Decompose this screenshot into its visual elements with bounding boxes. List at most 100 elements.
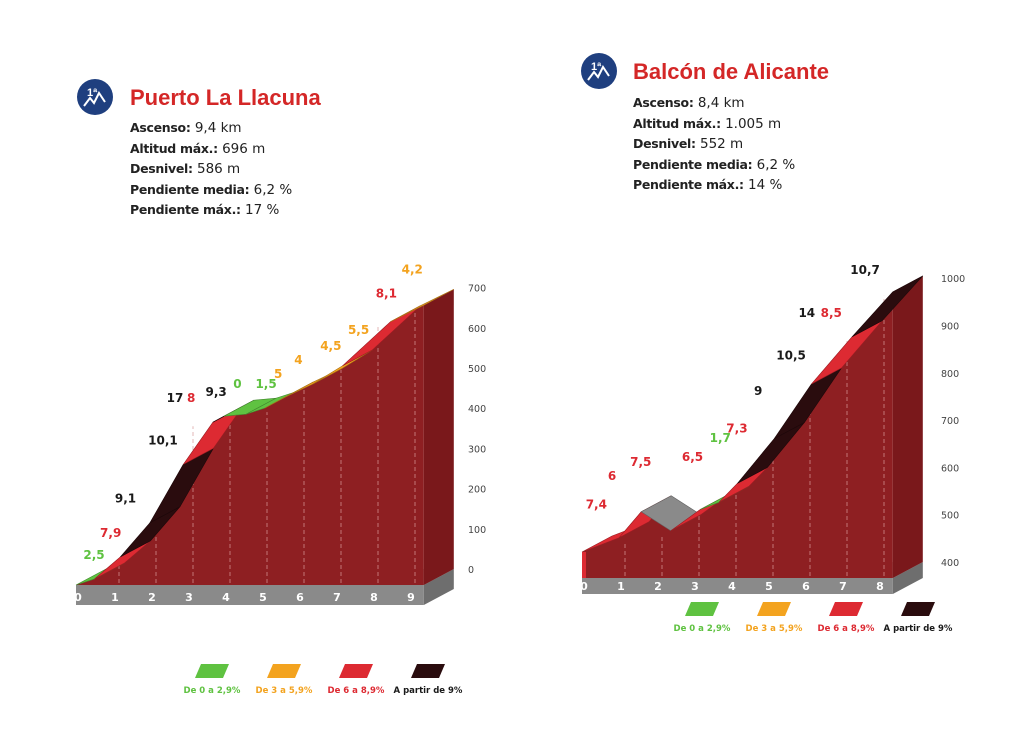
y-tick-label: 100: [468, 525, 486, 536]
slope-label: 2,5: [83, 548, 104, 562]
stat-row: Altitud máx.: 696 m: [130, 139, 292, 160]
slope-label: 0: [233, 377, 241, 391]
y-tick-label: 500: [941, 511, 959, 522]
slope-label: 5,5: [348, 323, 369, 337]
slope-label: 7,3: [726, 422, 747, 436]
x-tick-label: 8: [876, 580, 884, 593]
category-badge-icon: 1ª: [581, 53, 617, 89]
x-tick-label: 9: [407, 591, 415, 604]
stat-row: Desnivel: 586 m: [130, 159, 292, 180]
slope-label: 9,1: [115, 492, 136, 506]
stat-label: Altitud máx.:: [130, 140, 218, 156]
x-tick-label: 7: [839, 580, 847, 593]
stat-row: Pendiente máx.: 17 %: [130, 200, 292, 221]
chart-1: 0 1 2 3 4 5 6 7 8 901002003004005006007002,57,99,…: [74, 263, 486, 696]
legend-swatch: [901, 602, 935, 616]
slope-label: 8: [187, 391, 195, 405]
slope-label: 1,7: [710, 431, 731, 445]
profile-body: [582, 291, 893, 578]
slope-label: 5: [274, 367, 282, 381]
x-tick-label: 5: [765, 580, 773, 593]
slope-label: 6: [608, 469, 616, 483]
stat-value: 6,2 %: [253, 181, 293, 198]
slope-label: 7,4: [586, 497, 607, 511]
stat-row: Ascenso: 9,4 km: [130, 118, 292, 139]
base-front: [76, 585, 424, 605]
stat-value: 586 m: [196, 161, 241, 177]
slope-segment: [851, 275, 924, 338]
base-front: [582, 578, 893, 594]
slope-label: 1,5: [255, 377, 276, 391]
stat-label: Ascenso:: [633, 95, 694, 110]
stat-label: Pendiente máx.:: [130, 202, 241, 217]
profile-side: [423, 289, 454, 585]
x-tick-label: 7: [333, 591, 341, 604]
slope-label: 9,3: [206, 385, 227, 399]
legend-swatch: [339, 664, 373, 678]
stat-label: Altitud máx.:: [633, 115, 721, 131]
slope-label: 8,1: [376, 287, 397, 301]
stat-label: Pendiente media:: [633, 156, 753, 172]
x-tick-label: 8: [370, 591, 378, 604]
x-tick-label: 0: [74, 591, 82, 604]
profile-side: [892, 275, 923, 578]
stat-label: Desnivel:: [633, 136, 696, 151]
stat-row: Altitud máx.: 1.005 m: [633, 114, 795, 135]
stat-row: Pendiente media: 6,2 %: [633, 155, 795, 176]
stat-value: 14 %: [748, 177, 783, 193]
x-tick-label: 6: [296, 591, 304, 604]
x-tick-label: 2: [654, 580, 662, 593]
x-tick-label: 5: [259, 591, 267, 604]
y-tick-label: 300: [468, 444, 486, 455]
slope-label: 10,1: [148, 433, 178, 447]
stat-value: 9,4 km: [194, 120, 242, 136]
slope-label: 7,5: [630, 455, 651, 469]
legend-swatch: [685, 602, 719, 616]
legend-label: A partir de 9%: [884, 624, 953, 634]
legend-swatch: [757, 602, 791, 616]
y-tick-label: 600: [941, 463, 959, 474]
y-tick-label: 1000: [941, 274, 965, 285]
slope-label: 14: [798, 306, 815, 320]
legend-swatch: [195, 664, 229, 678]
badge-text: 1ª: [591, 61, 602, 73]
x-tick-label: 3: [185, 591, 193, 604]
y-tick-label: 400: [941, 558, 959, 569]
slope-label: 4,5: [320, 339, 341, 353]
stat-row: Pendiente media: 6,2 %: [130, 180, 292, 201]
legend-label: De 3 a 5,9%: [256, 686, 313, 696]
x-tick-label: 2: [148, 591, 156, 604]
climb-stats: Ascenso: 8,4 km Altitud máx.: 1.005 m De…: [633, 93, 795, 196]
stat-value: 6,2 %: [756, 156, 796, 173]
y-tick-label: 800: [941, 369, 959, 380]
slope-label: 6,5: [682, 450, 703, 464]
legend-swatch: [267, 664, 301, 678]
y-tick-label: 600: [468, 324, 486, 335]
y-tick-label: 400: [468, 404, 486, 415]
y-tick-label: 500: [468, 364, 486, 375]
slope-label: 8,5: [821, 306, 842, 320]
climb-title: Balcón de Alicante: [633, 59, 830, 84]
slope-label: 10,7: [850, 263, 880, 277]
stat-value: 17 %: [245, 202, 280, 218]
stat-label: Desnivel:: [130, 161, 193, 176]
x-tick-label: 0: [580, 580, 588, 593]
legend-label: De 3 a 5,9%: [746, 624, 803, 634]
y-tick-label: 700: [468, 284, 486, 295]
base-side: [423, 569, 454, 605]
legend-label: De 6 a 8,9%: [818, 624, 875, 634]
stat-label: Pendiente media:: [130, 181, 250, 197]
legend-label: De 6 a 8,9%: [328, 686, 385, 696]
legend-swatch: [829, 602, 863, 616]
x-tick-label: 3: [691, 580, 699, 593]
x-tick-label: 6: [802, 580, 810, 593]
slope-label: 9: [754, 384, 762, 398]
x-tick-label: 1: [111, 591, 119, 604]
badge-text: 1ª: [87, 87, 98, 99]
stat-value: 696 m: [222, 140, 266, 157]
slope-segment: [390, 288, 454, 322]
x-tick-label: 4: [222, 591, 230, 604]
climb-title: Puerto La Llacuna: [130, 85, 321, 110]
